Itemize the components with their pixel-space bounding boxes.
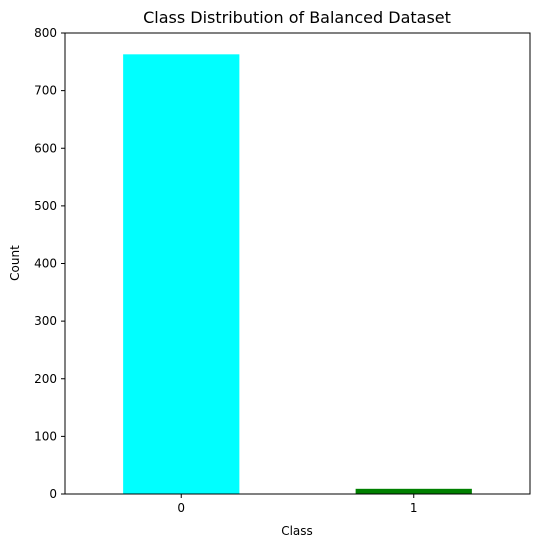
x-tick-label: 1 (410, 501, 418, 515)
y-tick-label: 400 (34, 257, 57, 271)
y-tick-label: 100 (34, 429, 57, 443)
bar-class-1 (355, 488, 472, 494)
plot-frame (64, 32, 531, 495)
bar-class-0 (123, 54, 240, 494)
y-axis-label: Count (8, 245, 22, 281)
y-axis-ticks: 0 100 200 300 400 500 600 700 800 (34, 26, 65, 501)
x-tick-label: 0 (177, 501, 185, 515)
y-tick-label: 800 (34, 26, 57, 40)
y-tick-label: 0 (49, 487, 57, 501)
chart-title: Class Distribution of Balanced Dataset (143, 8, 451, 27)
y-tick-label: 600 (34, 141, 57, 155)
y-tick-label: 500 (34, 199, 57, 213)
bars-group (123, 54, 472, 494)
y-tick-label: 200 (34, 372, 57, 386)
y-tick-label: 700 (34, 84, 57, 98)
x-axis-label: Class (281, 524, 313, 538)
y-tick-label: 300 (34, 314, 57, 328)
